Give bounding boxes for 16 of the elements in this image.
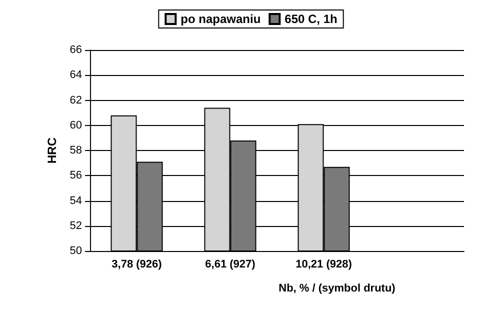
y-tick-label: 66 [70, 44, 82, 56]
y-tick-label: 54 [70, 194, 82, 207]
y-tick-label: 50 [70, 245, 82, 257]
y-tick-label: 62 [70, 94, 82, 106]
legend-label: 650 C, 1h [284, 12, 338, 26]
x-tick-label: 3,78 (926) [112, 258, 162, 270]
y-tick-label: 58 [70, 144, 82, 156]
legend-label: po napawaniu [180, 12, 261, 26]
y-axis-title: HRC [45, 137, 59, 164]
y-tick-label: 52 [70, 220, 82, 232]
y-tick-label: 60 [70, 119, 82, 132]
y-tick-label: 56 [70, 170, 82, 182]
x-axis-title: Nb, % / (symbol drutu) [278, 282, 396, 294]
x-tick-label: 6,61 (927) [205, 258, 256, 270]
y-tick-label: 64 [70, 69, 82, 82]
x-tick-label: 10,21 (928) [296, 258, 352, 270]
